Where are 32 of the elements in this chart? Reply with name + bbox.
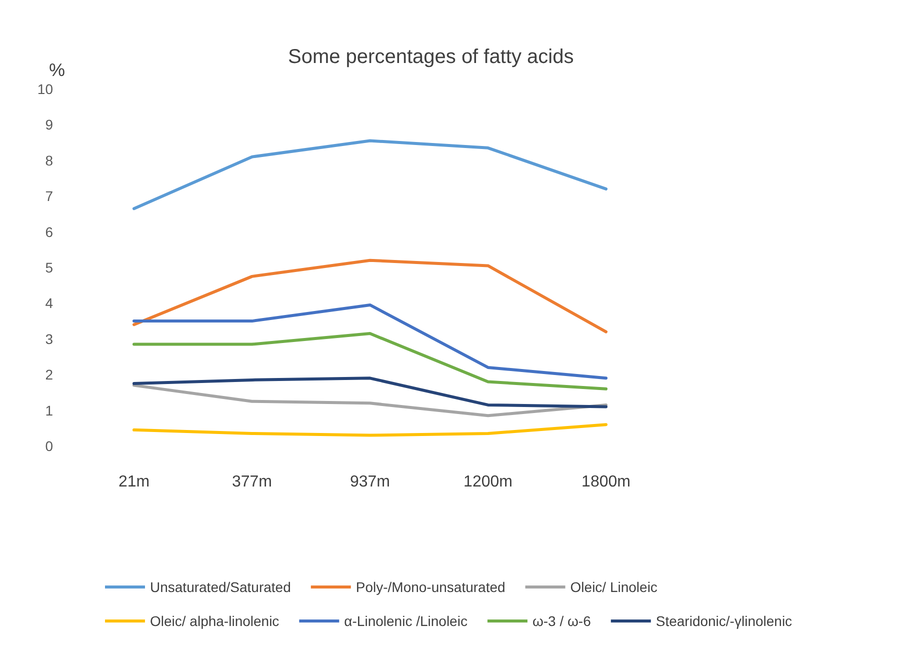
x-tick-label: 1800m [582, 474, 630, 490]
legend-label: ω-3 / ω-6 [532, 613, 592, 629]
legend-label: α-Linolenic /Linoleic [344, 613, 468, 629]
y-tick-label: 2 [45, 366, 54, 383]
y-tick-label: 9 [45, 116, 54, 133]
chart-title: Some percentages of fatty acids [288, 46, 574, 68]
legend-label: Oleic/ Linoleic [570, 579, 658, 595]
y-tick-label: 3 [45, 330, 54, 347]
line-series [132, 332, 608, 390]
legend-label: Stearidonic/-γlinolenic [656, 613, 792, 629]
x-tick-label: 21m [118, 474, 150, 490]
x-tick-label: 377m [232, 474, 272, 490]
legend-label: Unsaturated/Saturated [150, 579, 291, 595]
line-series [132, 139, 608, 210]
y-tick-label: 7 [45, 188, 54, 204]
y-tick-label: 10 [37, 81, 54, 97]
line-series [132, 258, 608, 334]
y-tick-label: 0 [45, 438, 54, 454]
x-tick-label: 937m [350, 474, 390, 490]
y-tick-label: 1 [45, 402, 54, 418]
y-axis-title: % [48, 60, 65, 80]
x-tick-label: 1200m [464, 474, 512, 490]
y-tick-label: 8 [45, 152, 54, 168]
legend-label: Oleic/ alpha-linolenic [150, 613, 280, 629]
line-series [132, 303, 608, 380]
line-series [132, 376, 608, 408]
y-tick-label: 4 [45, 295, 54, 312]
y-tick-label: 5 [45, 260, 54, 276]
legend-label: Poly-/Mono-unsaturated [356, 579, 506, 595]
line-series [132, 423, 608, 437]
y-tick-label: 6 [45, 224, 54, 240]
line-series [132, 384, 608, 418]
